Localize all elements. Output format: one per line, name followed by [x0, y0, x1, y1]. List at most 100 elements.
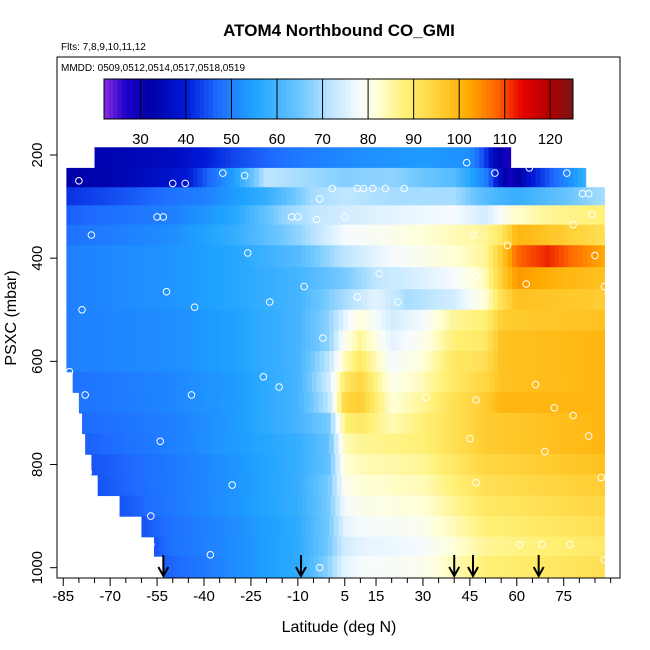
heatmap-cell [213, 371, 219, 393]
heatmap-cell [174, 309, 180, 331]
heatmap-cell [163, 556, 169, 578]
heatmap-cell [103, 351, 110, 373]
heatmap-cell [585, 474, 591, 497]
heatmap-cell [214, 392, 221, 414]
heatmap-cell [285, 392, 291, 414]
heatmap-cell [218, 495, 224, 517]
heatmap-cell [343, 267, 349, 290]
heatmap-cell [297, 495, 304, 517]
heatmap-cell [493, 224, 499, 246]
heatmap-cell [286, 309, 293, 331]
heatmap-cell [427, 516, 433, 538]
heatmap-cell [382, 495, 388, 517]
heatmap-cell [418, 245, 424, 268]
heatmap-cell [130, 474, 136, 497]
heatmap-cell [296, 516, 302, 538]
heatmap-cell [396, 412, 402, 435]
heatmap-cell [477, 392, 483, 414]
heatmap-cell [343, 187, 349, 206]
heatmap-cell [341, 536, 347, 557]
heatmap-cell [401, 371, 407, 393]
heatmap-cell [89, 205, 96, 226]
heatmap-cell [563, 516, 569, 538]
heatmap-cell [427, 147, 433, 169]
heatmap-cell [549, 433, 555, 455]
heatmap-cell [438, 412, 444, 435]
heatmap-cell [99, 330, 105, 352]
heatmap-cell [485, 371, 491, 393]
heatmap-cell [169, 309, 175, 331]
heatmap-cell [435, 536, 441, 557]
heatmap-cell [404, 224, 410, 246]
heatmap-cell [178, 351, 185, 373]
heatmap-cell [502, 309, 508, 331]
heatmap-cell [338, 289, 344, 311]
heatmap-cell [502, 351, 508, 373]
heatmap-cell [347, 245, 354, 268]
heatmap-cell [272, 289, 279, 311]
heatmap-cell [540, 433, 546, 455]
heatmap-cell [183, 245, 189, 268]
heatmap-cell [268, 205, 274, 226]
heatmap-cell [415, 495, 421, 517]
heatmap-cell [121, 474, 127, 497]
heatmap-cell [376, 245, 382, 268]
heatmap-cell [127, 351, 133, 373]
heatmap-cell [297, 371, 304, 393]
heatmap-cell [205, 556, 211, 578]
heatmap-cell [466, 495, 473, 517]
heatmap-cell [235, 167, 241, 188]
heatmap-cell [441, 187, 448, 206]
observation-marker [472, 272, 480, 281]
heatmap-cell [548, 392, 554, 414]
heatmap-cell [474, 267, 480, 290]
heatmap-cell [493, 267, 499, 290]
heatmap-cell [508, 371, 515, 393]
heatmap-cell [408, 289, 415, 311]
heatmap-cell [214, 536, 221, 557]
heatmap-cell [479, 330, 485, 352]
heatmap-cell [357, 309, 363, 331]
heatmap-cell [380, 330, 387, 352]
colorbar-segment [413, 79, 419, 119]
heatmap-cell [230, 351, 236, 373]
heatmap-cell [421, 474, 427, 497]
heatmap-cell [355, 536, 361, 557]
observation-marker [597, 473, 606, 482]
colorbar-segment [108, 79, 114, 119]
heatmap-cell [94, 433, 100, 455]
heatmap-cell [127, 267, 133, 290]
heatmap-cell [169, 267, 175, 290]
observation-marker [147, 540, 155, 549]
heatmap-cell [325, 412, 332, 435]
heatmap-cell [310, 245, 316, 268]
heatmap-cell [591, 224, 598, 246]
heatmap-cell [516, 433, 523, 455]
heatmap-cell [559, 516, 565, 538]
heatmap-cell [559, 267, 565, 290]
heatmap-cell [258, 267, 265, 290]
heatmap-cell [103, 224, 110, 246]
heatmap-cell [305, 187, 311, 206]
heatmap-cell [239, 187, 246, 206]
heatmap-cell [601, 330, 605, 352]
heatmap-cell [554, 224, 560, 246]
heatmap-cell [357, 351, 363, 373]
heatmap-cell [66, 351, 72, 373]
heatmap-cell [451, 330, 457, 352]
heatmap-cell [463, 392, 469, 414]
heatmap-cell [587, 330, 593, 352]
heatmap-cell [275, 392, 282, 414]
heatmap-cell [498, 267, 504, 290]
heatmap-cell [338, 167, 344, 188]
heatmap-cell [405, 371, 412, 393]
colorbar-segment [468, 79, 474, 119]
heatmap-cell [343, 245, 349, 268]
heatmap-cell [404, 433, 410, 455]
heatmap-cell [225, 245, 232, 268]
heatmap-cell [577, 330, 584, 352]
heatmap-cell [172, 474, 179, 497]
heatmap-cell [399, 289, 405, 311]
heatmap-cell [451, 351, 457, 373]
